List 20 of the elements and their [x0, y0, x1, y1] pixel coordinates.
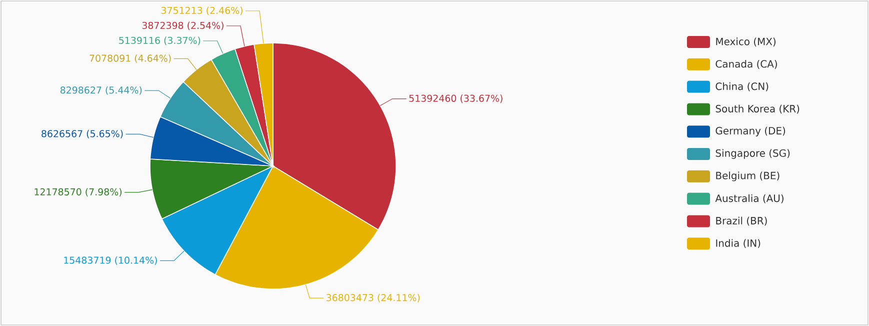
data-label: 15483719 (10.14%): [64, 256, 157, 265]
legend-label: Belgium (BE): [716, 172, 780, 182]
data-label: 12178570 (7.98%): [34, 188, 122, 197]
legend-label: Germany (DE): [716, 126, 786, 136]
legend-label: South Korea (KR): [716, 104, 800, 114]
data-label: 3872398 (2.54%): [142, 22, 224, 30]
data-label: 8298627 (5.44%): [60, 86, 142, 95]
legend-label: India (IN): [716, 239, 760, 248]
legend-label: Brazil (BR): [716, 216, 767, 226]
data-label: 8626567 (5.65%): [42, 130, 123, 138]
legend-label: Singapore (SG): [716, 149, 790, 159]
data-label: 3751213 (2.46%): [161, 6, 242, 16]
data-label: 5139116 (3.37%): [119, 36, 200, 46]
legend-label: Mexico (MX): [716, 38, 776, 46]
legend-label: Australia (AU): [715, 194, 784, 204]
data-label: 7078091 (4.64%): [90, 54, 171, 63]
data-label: 51392460 (33.67%): [409, 94, 502, 103]
legend-label: China (CN): [716, 82, 768, 92]
legend-label: Canada (CA): [716, 60, 777, 69]
data-label: 36803473 (24.11%): [326, 294, 420, 302]
